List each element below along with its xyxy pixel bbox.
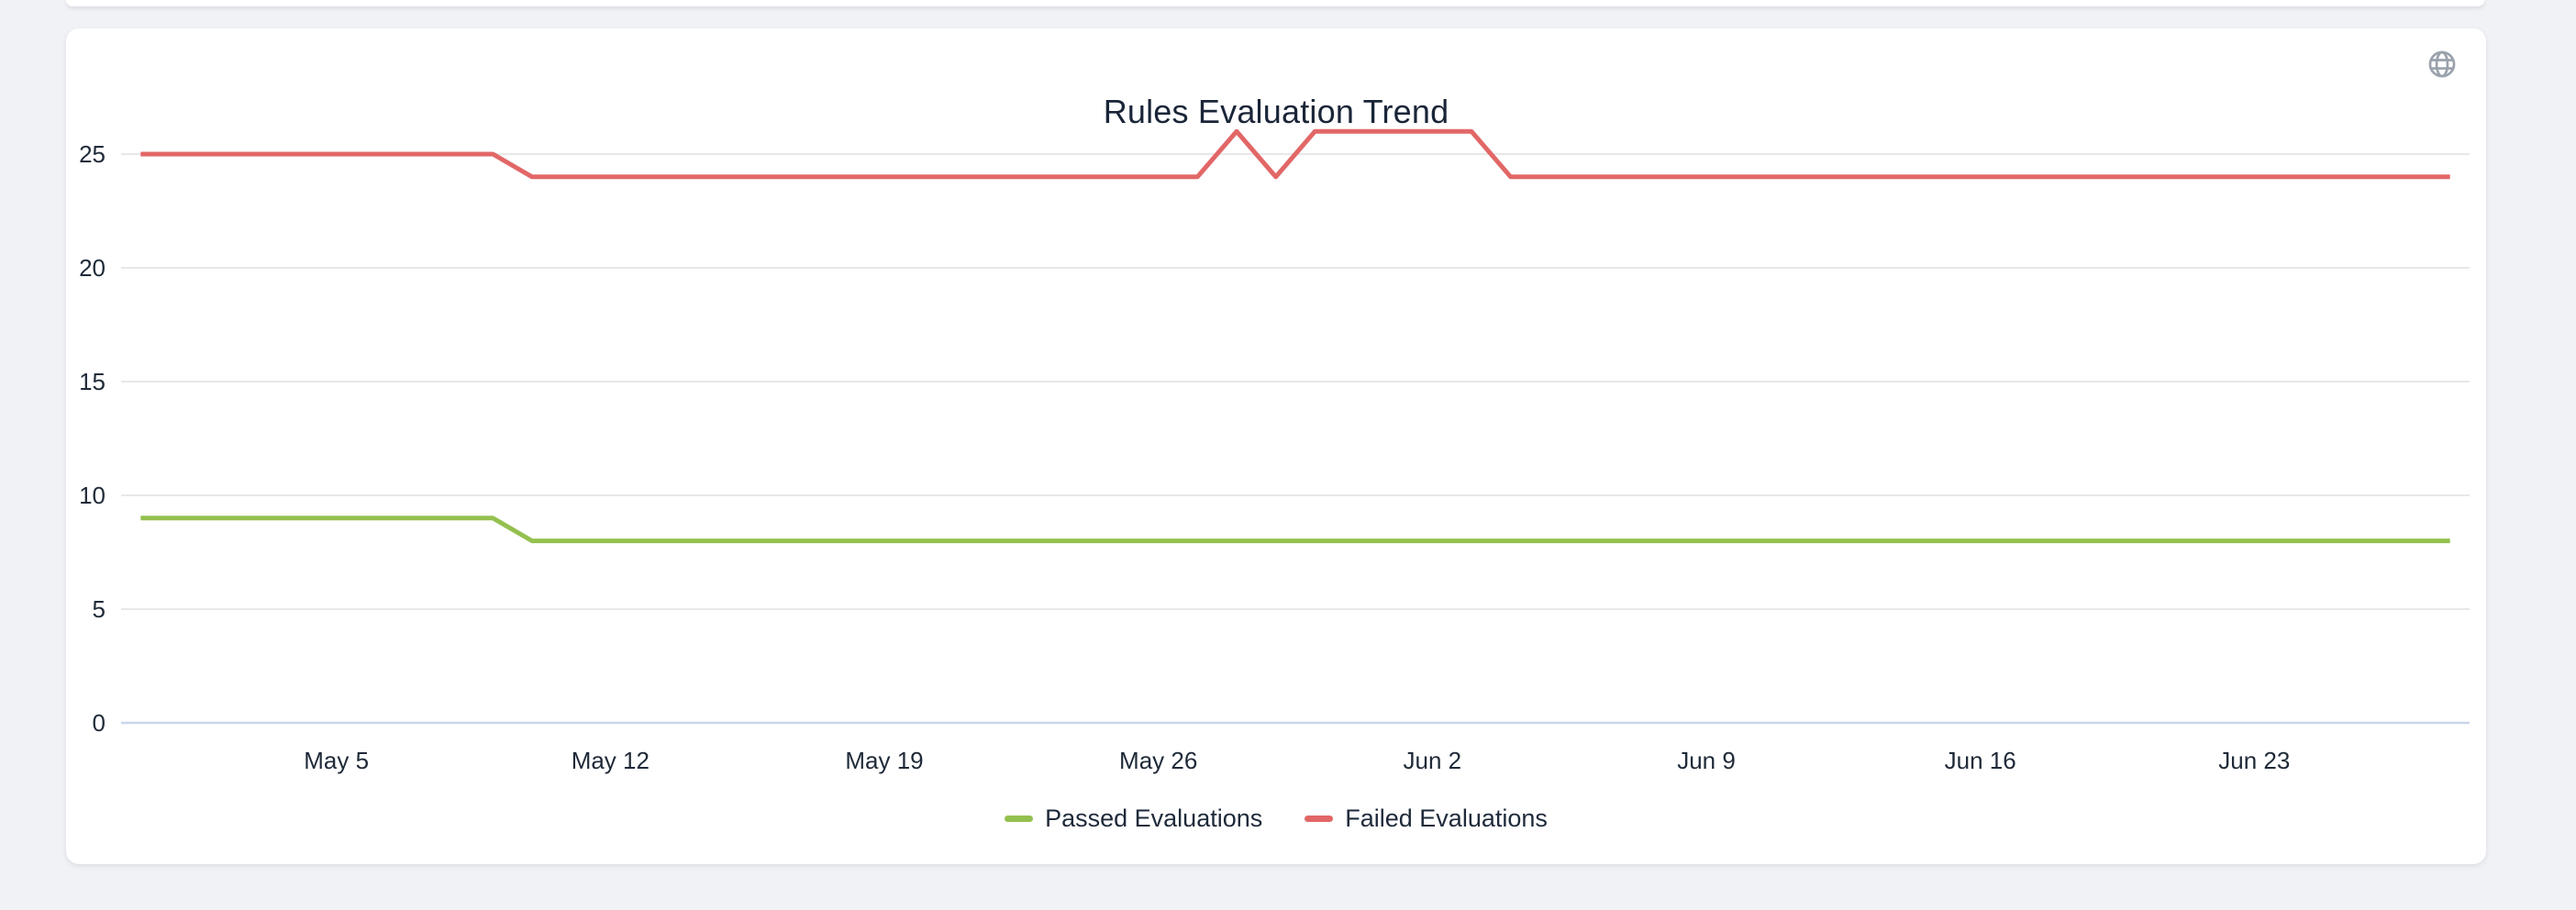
rules-evaluation-trend-card: Rules Evaluation Trend Passed Evaluation… xyxy=(66,28,2486,864)
legend-item-passed-evaluations[interactable]: Passed Evaluations xyxy=(1005,805,1262,833)
legend-label-passed: Passed Evaluations xyxy=(1045,805,1263,832)
legend-label-failed: Failed Evaluations xyxy=(1345,805,1548,832)
legend-item-failed-evaluations[interactable]: Failed Evaluations xyxy=(1305,805,1548,833)
chart-title: Rules Evaluation Trend xyxy=(1103,93,1449,130)
previous-card-bottom-edge xyxy=(66,0,2484,6)
passed-series-swatch xyxy=(1005,816,1034,822)
globe-icon[interactable] xyxy=(2426,49,2458,80)
chart-legend: Passed Evaluations Failed Evaluations xyxy=(66,805,2486,833)
globe-icon-svg xyxy=(2428,50,2456,78)
failed-series-swatch xyxy=(1305,816,1334,822)
